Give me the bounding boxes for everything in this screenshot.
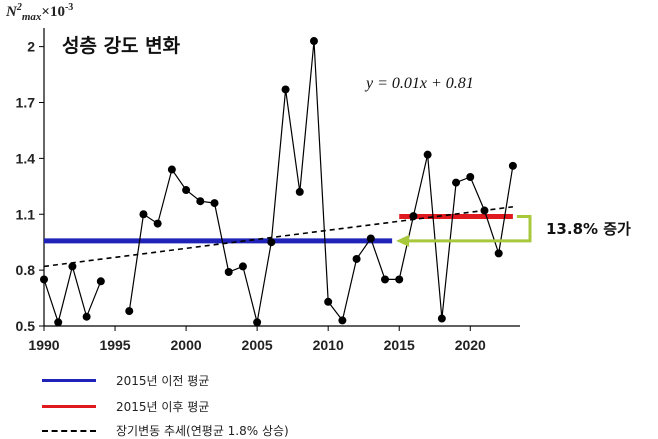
data-point bbox=[366, 234, 375, 243]
data-point bbox=[466, 173, 475, 181]
y-axis-label: N2max×10-3 bbox=[5, 2, 73, 23]
chart-title: 성층 강도 변화 bbox=[62, 35, 181, 57]
data-point bbox=[153, 219, 162, 228]
data-point bbox=[96, 277, 105, 286]
data-point bbox=[381, 275, 390, 284]
x-tick-label: 1990 bbox=[28, 337, 59, 353]
legend-swatch-before bbox=[42, 379, 96, 382]
trend-line bbox=[43, 206, 513, 268]
data-point bbox=[395, 275, 404, 284]
y-tick-label: 1.7 bbox=[16, 95, 36, 111]
data-point bbox=[196, 197, 205, 206]
data-point bbox=[423, 150, 432, 159]
y-tick-label: 1.4 bbox=[16, 150, 36, 166]
data-point bbox=[167, 165, 176, 174]
data-point bbox=[253, 318, 262, 327]
data-point bbox=[494, 249, 503, 258]
data-point bbox=[40, 275, 48, 284]
legend-item-after-mean: 2015년 이후 평균 bbox=[42, 398, 209, 415]
y-tick-label: 1.1 bbox=[16, 206, 36, 222]
data-point bbox=[508, 161, 517, 170]
y-tick-label: 2 bbox=[27, 39, 35, 55]
data-point bbox=[210, 199, 219, 208]
data-point bbox=[352, 254, 361, 263]
data-point bbox=[437, 314, 446, 323]
legend-label-after: 2015년 이후 평균 bbox=[116, 400, 210, 414]
data-point bbox=[125, 307, 134, 316]
legend-item-trend: 장기변동 추세(연평균 1.8% 상승) bbox=[42, 422, 289, 439]
data-point bbox=[338, 316, 347, 325]
data-point bbox=[295, 187, 304, 196]
chart: 1990 1995 2000 2005 2010 2015 2020 0.5 0.8 1.1 1.4… bbox=[5, 2, 631, 353]
x-tick-label: 2000 bbox=[171, 337, 202, 353]
trend-equation: y = 0.01x + 0.81 bbox=[364, 75, 474, 92]
x-tick-label: 1995 bbox=[99, 337, 130, 353]
x-tick-label: 2020 bbox=[455, 337, 486, 353]
y-tick-label: 0.8 bbox=[16, 262, 36, 278]
data-point bbox=[281, 85, 290, 94]
x-tick-label: 2010 bbox=[313, 337, 344, 353]
axes bbox=[43, 28, 520, 327]
data-point bbox=[54, 318, 63, 327]
data-point bbox=[324, 297, 333, 306]
data-point bbox=[452, 178, 461, 187]
data-point bbox=[309, 37, 318, 46]
legend-swatch-trend bbox=[42, 429, 96, 432]
data-point bbox=[68, 262, 77, 271]
data-point bbox=[139, 210, 148, 219]
data-point bbox=[267, 238, 276, 247]
legend-item-before-mean: 2015년 이전 평균 bbox=[42, 372, 209, 389]
increase-arrow bbox=[408, 214, 532, 243]
data-point bbox=[82, 312, 91, 321]
increase-arrow-head bbox=[396, 234, 410, 247]
legend-label-before: 2015년 이전 평균 bbox=[116, 374, 210, 388]
x-tick-label: 2005 bbox=[242, 337, 273, 353]
data-point bbox=[409, 212, 418, 221]
data-point bbox=[224, 267, 233, 276]
data-point bbox=[480, 206, 489, 215]
legend-swatch-after bbox=[42, 405, 96, 408]
data-point bbox=[182, 186, 191, 195]
x-tick-label: 2015 bbox=[384, 337, 415, 353]
data-point bbox=[238, 262, 247, 271]
increase-label: 13.8% 증가 bbox=[546, 220, 631, 238]
y-tick-label: 0.5 bbox=[16, 318, 36, 334]
legend-label-trend: 장기변동 추세(연평균 1.8% 상승) bbox=[116, 424, 289, 438]
